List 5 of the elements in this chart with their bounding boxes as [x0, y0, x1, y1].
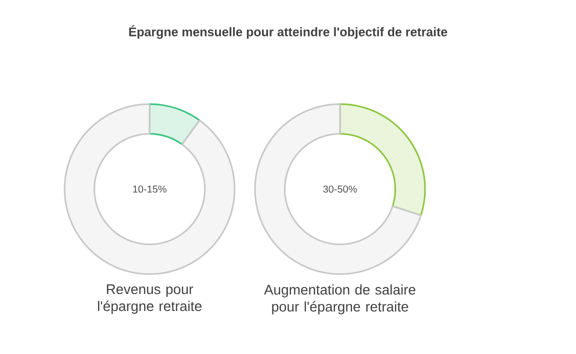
text: 10-15%	[133, 186, 166, 193]
text: Revenus pour l'épargne retraite	[98, 284, 202, 314]
text: Augmentation de salaire pour l'épargne retraite	[264, 284, 416, 314]
text: 30-50%	[323, 186, 357, 193]
text: Épargne mensuelle pour atteindre l'objectif de retraite	[129, 25, 448, 39]
